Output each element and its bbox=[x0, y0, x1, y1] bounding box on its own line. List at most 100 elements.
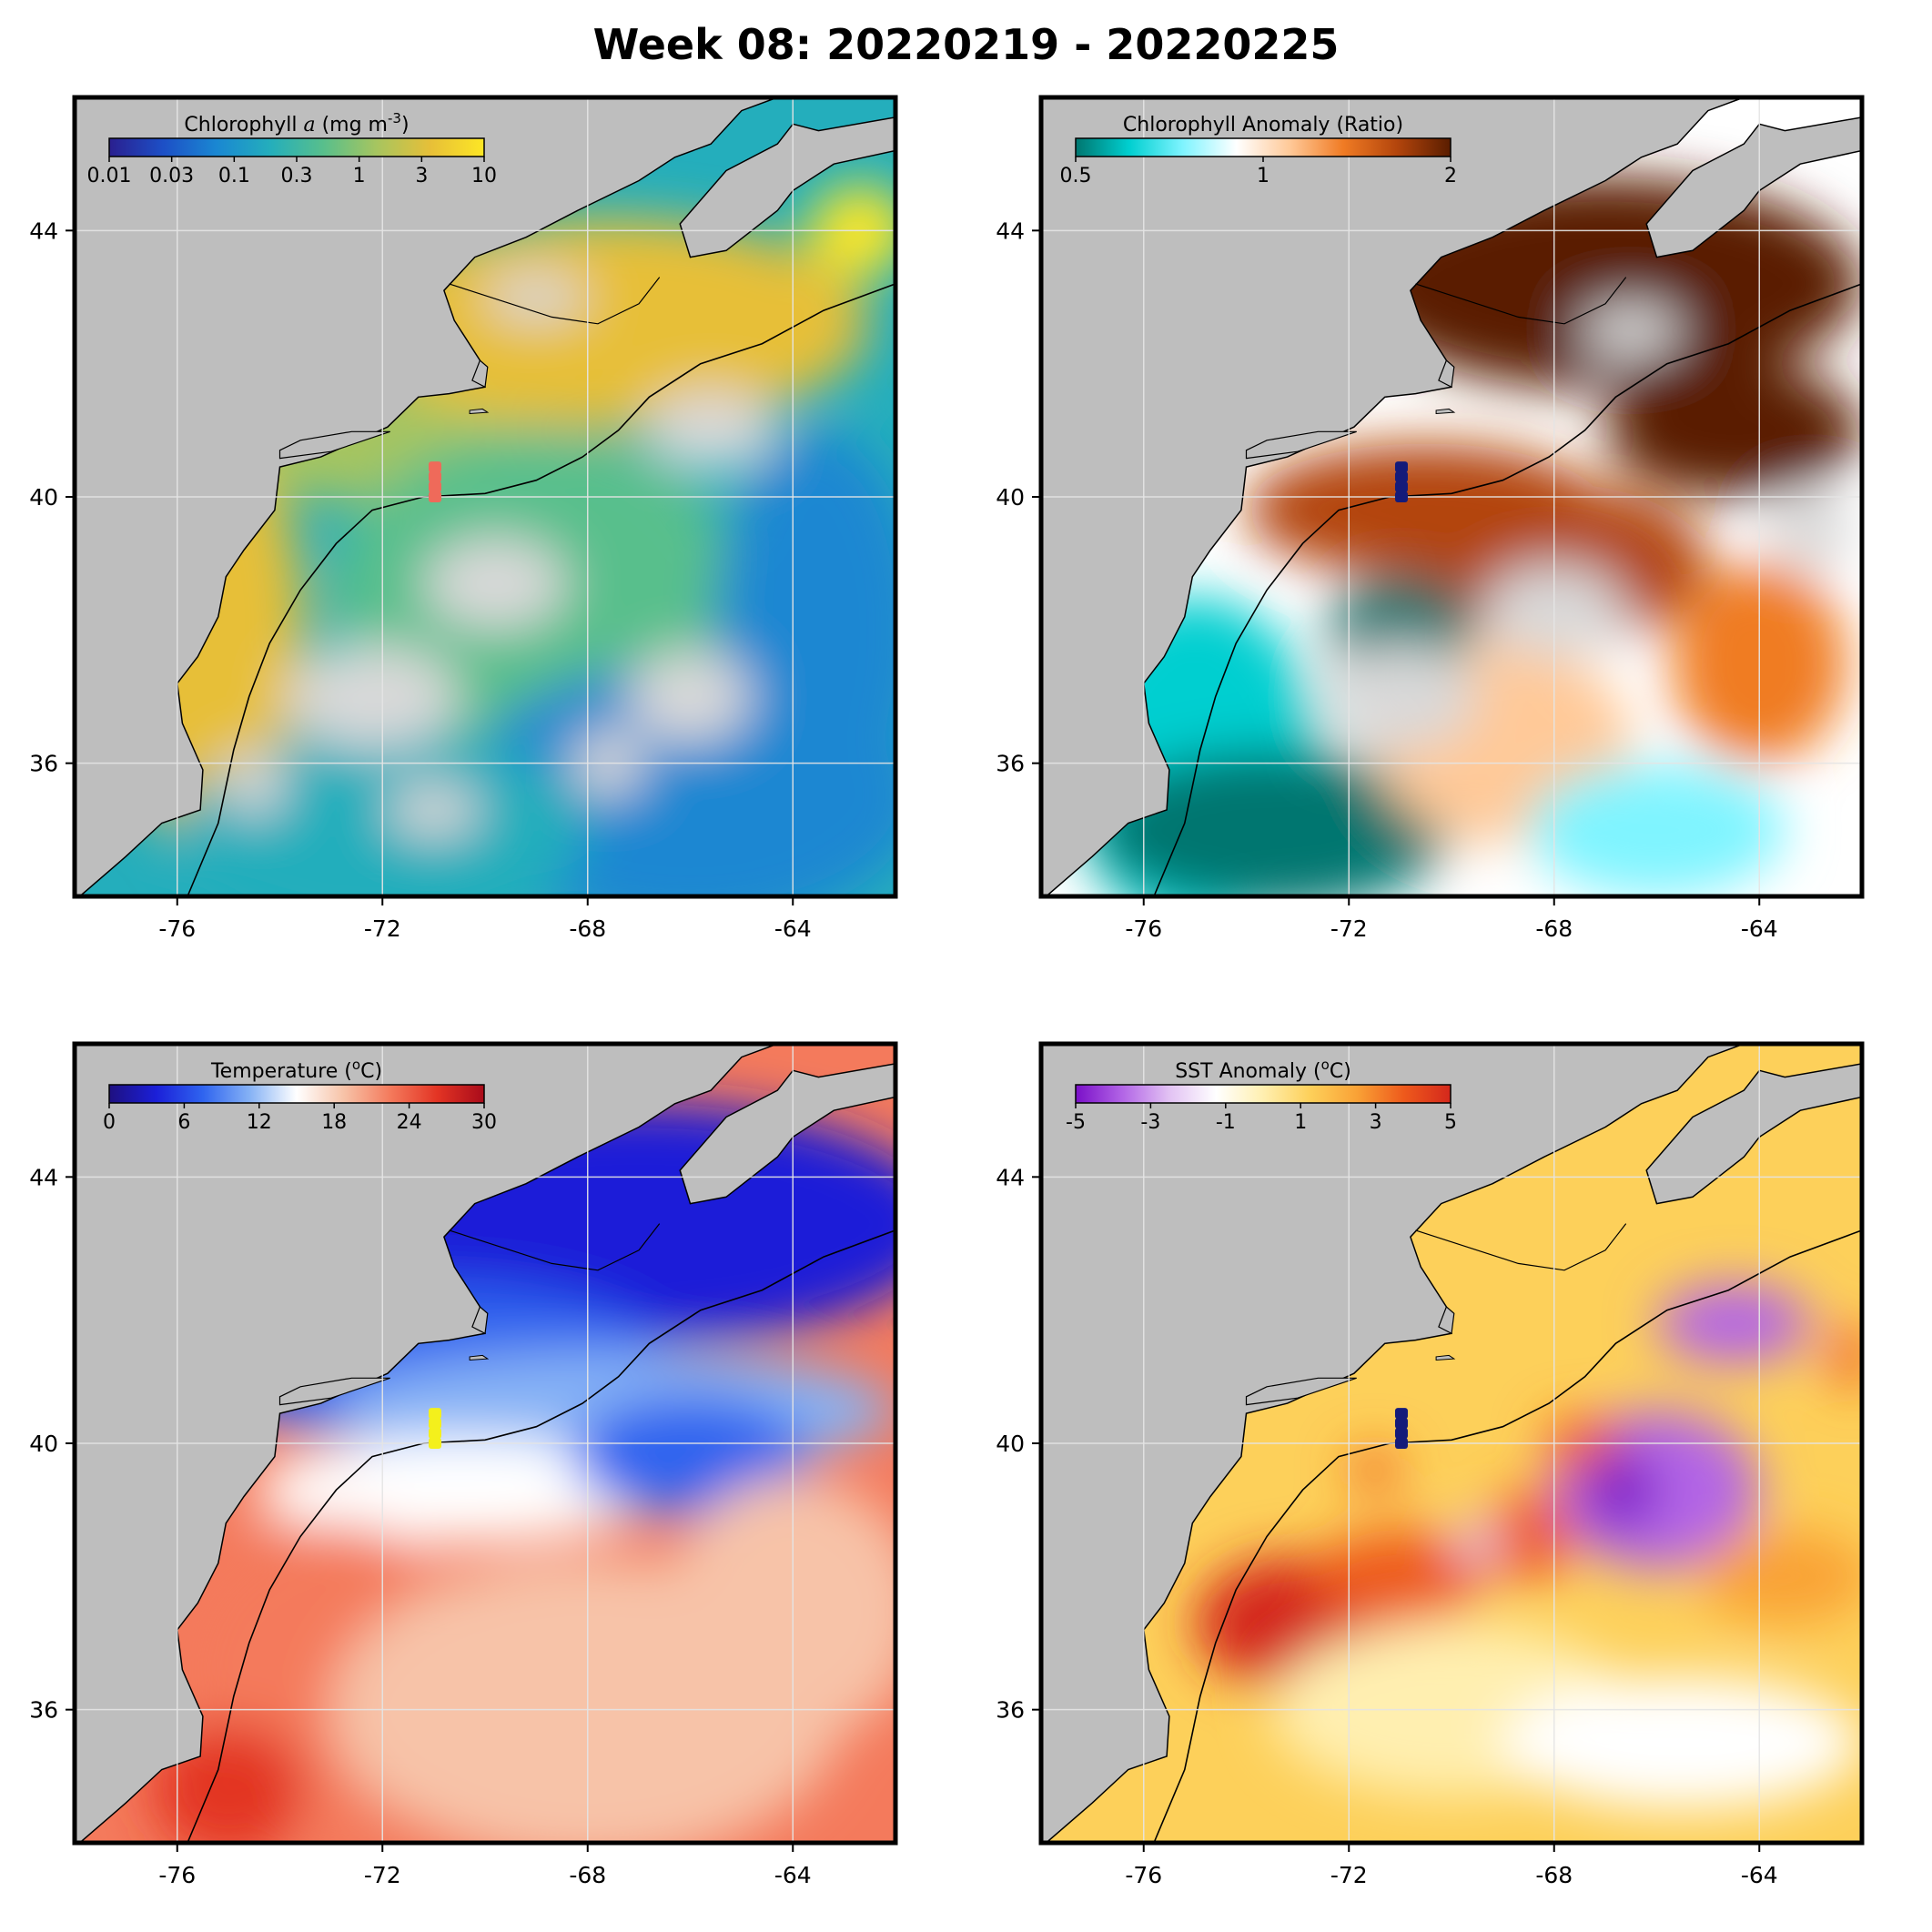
x-tick-label: -76 bbox=[158, 1862, 196, 1888]
colorbar-tick-label: 30 bbox=[471, 1111, 497, 1134]
y-tick-label: 44 bbox=[996, 217, 1025, 244]
colorbar-tick-label: 1 bbox=[353, 165, 366, 187]
y-tick-label: 44 bbox=[29, 1164, 58, 1190]
y-tick-label: 36 bbox=[29, 751, 58, 777]
colorbar-tick-label: 1 bbox=[1294, 1111, 1307, 1134]
transect-marker bbox=[1394, 471, 1408, 483]
temperature-colorbar bbox=[108, 1084, 485, 1104]
x-tick-label: -72 bbox=[1330, 915, 1368, 942]
long-island bbox=[1245, 430, 1357, 460]
transect-marker bbox=[428, 1408, 441, 1420]
y-tick-label: 36 bbox=[996, 1697, 1025, 1724]
shelf-break-contour bbox=[1153, 283, 1862, 896]
y-tick-label: 40 bbox=[29, 484, 58, 511]
long-island bbox=[278, 1377, 390, 1406]
x-tick-label: -64 bbox=[1741, 915, 1778, 942]
colorbar-tick-label: -1 bbox=[1216, 1111, 1236, 1134]
colorbar-tick-label: 12 bbox=[247, 1111, 272, 1134]
x-tick-label: -68 bbox=[1535, 915, 1573, 942]
transect-marker bbox=[1394, 1428, 1408, 1440]
chlorophyll-transect-markers bbox=[428, 461, 441, 502]
chlorophyll-gridlines bbox=[75, 97, 895, 896]
page-title: Week 08: 20220219 - 20220225 bbox=[592, 20, 1340, 69]
transect-marker bbox=[428, 1418, 441, 1430]
transect-marker bbox=[428, 1438, 441, 1449]
x-tick-label: -68 bbox=[569, 1862, 606, 1888]
nantucket bbox=[469, 408, 490, 415]
chlorophyll-anomaly-map-panel: -76 -72 -68 -64 44 40 36 Chlorophyll Anomaly (R… bbox=[996, 95, 1865, 942]
long-island bbox=[1245, 1377, 1357, 1406]
colorbar-tick-label: -3 bbox=[1140, 1111, 1160, 1134]
x-tick-label: -76 bbox=[1125, 915, 1162, 942]
colorbar-tick-label: 0.3 bbox=[281, 165, 313, 187]
transect-marker bbox=[428, 491, 441, 502]
cape-cod bbox=[1438, 359, 1455, 389]
y-tick-label: 36 bbox=[29, 1697, 58, 1724]
gulf-of-maine-contour bbox=[1415, 277, 1627, 325]
colorbar-tick-label: -5 bbox=[1066, 1111, 1086, 1134]
colorbar-tick-label: 0.1 bbox=[218, 165, 250, 187]
cape-cod bbox=[471, 359, 489, 389]
y-tick-label: 36 bbox=[996, 751, 1025, 777]
chlorophyll-anomaly-colorbar-title: Chlorophyll Anomaly (Ratio) bbox=[1123, 114, 1403, 137]
gulf-of-maine-contour bbox=[449, 1223, 661, 1271]
transect-marker bbox=[428, 461, 441, 473]
chlorophyll-land bbox=[75, 97, 895, 896]
x-tick-label: -72 bbox=[364, 915, 401, 942]
colorbar-tick-label: 2 bbox=[1444, 165, 1457, 187]
temperature-map-panel: -76 -72 -68 -64 44 40 36 Temperature (oC) 0 6 12 18… bbox=[29, 1041, 898, 1888]
transect-marker bbox=[1394, 1418, 1408, 1430]
chlorophyll-anomaly-gridlines bbox=[1041, 97, 1862, 896]
x-tick-label: -76 bbox=[1125, 1862, 1162, 1888]
sst-anomaly-colorbar bbox=[1075, 1084, 1452, 1104]
temperature-transect-markers bbox=[428, 1408, 441, 1449]
temperature-colorbar-title: Temperature (oC) bbox=[210, 1057, 382, 1083]
chlorophyll-anomaly-land bbox=[1041, 97, 1862, 896]
x-tick-label: -76 bbox=[158, 915, 196, 942]
chlorophyll-anomaly-transect-markers bbox=[1394, 461, 1408, 502]
transect-marker bbox=[428, 481, 441, 493]
cape-cod bbox=[1438, 1305, 1455, 1335]
transect-marker bbox=[1394, 481, 1408, 493]
transect-marker bbox=[1394, 1408, 1408, 1420]
cape-cod bbox=[471, 1305, 489, 1335]
colorbar-tick-label: 1 bbox=[1257, 165, 1269, 187]
transect-marker bbox=[1394, 491, 1408, 502]
x-tick-label: -64 bbox=[1741, 1862, 1778, 1888]
chlorophyll-map-panel: -76 -72 -68 -64 44 40 36 Chlorophyll a (mg m-3)… bbox=[29, 95, 898, 942]
long-island bbox=[278, 430, 390, 460]
sst-anomaly-transect-markers bbox=[1394, 1408, 1408, 1449]
nantucket bbox=[1435, 1354, 1456, 1361]
chlorophyll-colorbar bbox=[108, 137, 485, 157]
shelf-break-contour bbox=[187, 1229, 895, 1843]
colorbar-tick-label: 3 bbox=[1370, 1111, 1382, 1134]
colorbar-tick-label: 24 bbox=[397, 1111, 422, 1134]
y-tick-label: 40 bbox=[29, 1431, 58, 1457]
x-tick-label: -68 bbox=[569, 915, 606, 942]
x-tick-label: -72 bbox=[1330, 1862, 1368, 1888]
sst-anomaly-map-panel: -76 -72 -68 -64 44 40 36 SST Anomaly (oC) -5 -3 -1… bbox=[996, 1041, 1865, 1888]
x-tick-label: -64 bbox=[774, 915, 812, 942]
y-tick-label: 44 bbox=[29, 217, 58, 244]
sst-anomaly-gridlines bbox=[1041, 1044, 1862, 1843]
colorbar-tick-label: 10 bbox=[471, 165, 497, 187]
x-tick-label: -72 bbox=[364, 1862, 401, 1888]
sst-anomaly-colorbar-title: SST Anomaly (oC) bbox=[1175, 1057, 1351, 1083]
colorbar-tick-label: 0.5 bbox=[1060, 165, 1092, 187]
gulf-of-maine-contour bbox=[449, 277, 661, 325]
colorbar-tick-label: 18 bbox=[321, 1111, 347, 1134]
shelf-break-contour bbox=[1153, 1229, 1862, 1843]
chlorophyll-anomaly-colorbar bbox=[1075, 137, 1452, 157]
y-tick-label: 44 bbox=[996, 1164, 1025, 1190]
colorbar-tick-label: 0.01 bbox=[87, 165, 132, 187]
gulf-of-maine-contour bbox=[1415, 1223, 1627, 1271]
colorbar-tick-label: 0.03 bbox=[149, 165, 194, 187]
y-tick-label: 40 bbox=[996, 484, 1025, 511]
colorbar-tick-label: 5 bbox=[1444, 1111, 1457, 1134]
transect-marker bbox=[1394, 1438, 1408, 1449]
nantucket bbox=[469, 1354, 490, 1361]
temperature-gridlines bbox=[75, 1044, 895, 1843]
colorbar-tick-label: 6 bbox=[177, 1111, 190, 1134]
sst-anomaly-land bbox=[1041, 1044, 1862, 1843]
shelf-break-contour bbox=[187, 283, 895, 896]
